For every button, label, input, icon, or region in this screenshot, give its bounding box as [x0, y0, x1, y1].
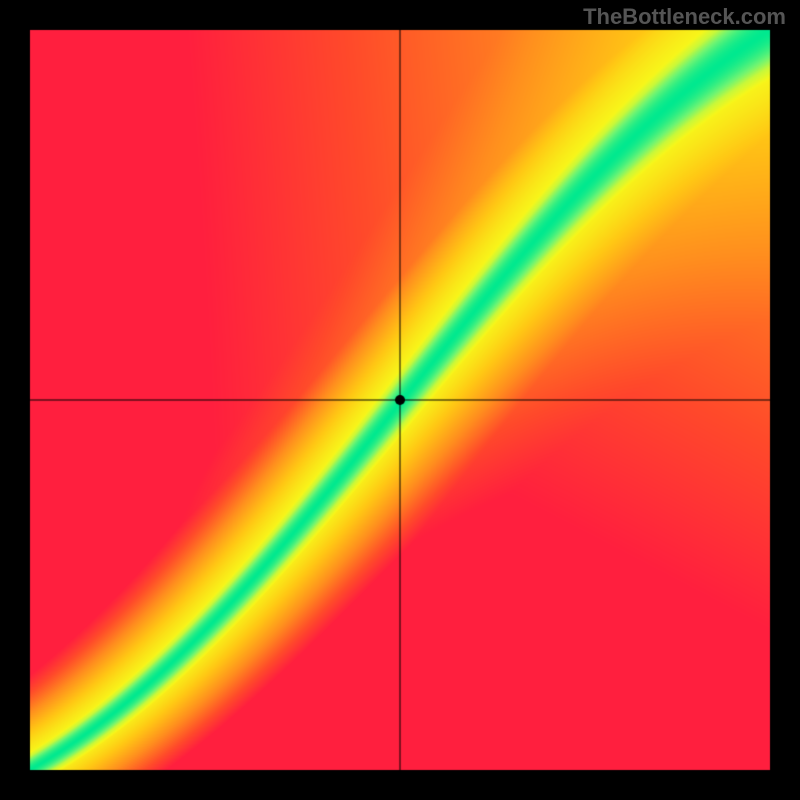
watermark-text: TheBottleneck.com	[583, 4, 786, 30]
bottleneck-heatmap	[0, 0, 800, 800]
chart-container: TheBottleneck.com	[0, 0, 800, 800]
